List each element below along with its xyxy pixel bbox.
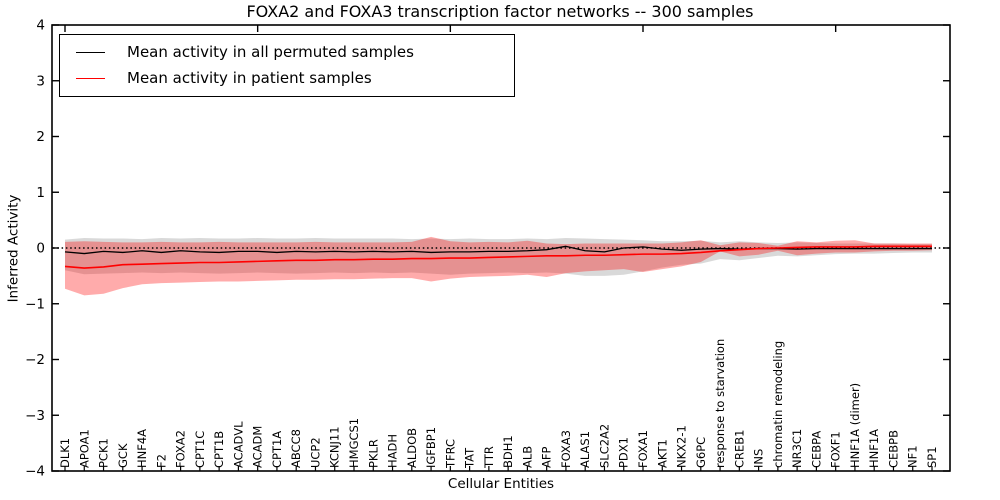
y-axis-label: Inferred Activity — [5, 194, 22, 303]
x-tick-label: PKLR — [366, 439, 380, 468]
x-tick-label: AFP — [540, 447, 554, 468]
legend-label-patient: Mean activity in patient samples — [127, 69, 372, 88]
x-tick-label: NF1 — [906, 445, 920, 468]
y-tick-label: −3 — [25, 408, 45, 424]
x-tick-label: NKX2-1 — [675, 425, 689, 468]
x-tick-label: HMGCS1 — [347, 418, 361, 468]
x-tick-label: CREB1 — [732, 430, 746, 469]
x-tick-label: UCP2 — [308, 437, 322, 468]
x-tick-label: ACADVL — [231, 421, 245, 468]
y-tick-label: −1 — [25, 296, 45, 312]
x-tick-label: INS — [752, 449, 766, 468]
legend-item-permuted: Mean activity in all permuted samples — [76, 42, 514, 61]
x-tick-label: TFRC — [443, 439, 457, 469]
permuted-mean-line — [64, 245, 932, 255]
x-tick-label: BDH1 — [501, 435, 515, 468]
y-tick-label: 2 — [36, 129, 45, 145]
x-tick-label: DLK1 — [58, 438, 72, 468]
x-tick-label: PCK1 — [97, 438, 111, 468]
patient-mean-line — [64, 245, 932, 269]
x-tick-label: FOXF1 — [829, 431, 843, 468]
y-tick-label: −2 — [25, 352, 45, 368]
x-tick-label: IGFBP1 — [424, 427, 438, 468]
x-tick-label: FOXA3 — [559, 430, 573, 468]
x-tick-label: TTR — [482, 446, 496, 469]
patient-std-band — [65, 236, 932, 296]
legend: Mean activity in all permuted samples Me… — [59, 34, 515, 97]
x-tick-label: ALAS1 — [578, 431, 592, 468]
x-tick-label: PDX1 — [617, 437, 631, 468]
x-tick-label: SP1 — [925, 446, 939, 468]
y-tick-label: 4 — [36, 18, 45, 34]
legend-label-permuted: Mean activity in all permuted samples — [127, 42, 414, 61]
x-tick-label: ALB — [520, 446, 534, 468]
x-tick-label: HNF4A — [135, 429, 149, 468]
x-tick-label: ACADM — [251, 426, 265, 468]
x-tick-label: HADH — [386, 434, 400, 468]
x-tick-label: HNF1A (dimer) — [848, 383, 862, 468]
x-tick-label: HNF1A — [867, 429, 881, 468]
x-tick-label: CEBPB — [886, 430, 900, 468]
x-tick-label: TAT — [463, 447, 477, 469]
y-tick-label: 1 — [36, 185, 45, 201]
x-tick-label: FOXA2 — [174, 430, 188, 468]
x-tick-label: CEBPA — [809, 431, 823, 468]
legend-line-permuted-icon — [76, 51, 105, 53]
x-tick-label: ALDOB — [405, 428, 419, 468]
x-tick-label: SLC2A2 — [597, 424, 611, 468]
x-tick-label: ABCC8 — [289, 429, 303, 468]
legend-line-patient-icon — [76, 78, 105, 80]
x-tick-label: NR3C1 — [790, 429, 804, 468]
x-tick-label: APOA1 — [77, 429, 91, 468]
x-tick-label: CPT1C — [193, 431, 207, 468]
x-tick-label: F2 — [154, 454, 168, 468]
chart-title: FOXA2 and FOXA3 transcription factor net… — [246, 2, 754, 21]
x-tick-label: GCK — [116, 443, 130, 468]
x-tick-label: AKT1 — [655, 439, 669, 468]
x-tick-label: KCNJ11 — [328, 426, 342, 468]
y-tick-label: 3 — [36, 73, 45, 89]
legend-item-patient: Mean activity in patient samples — [76, 71, 514, 86]
y-tick-label: −4 — [25, 464, 45, 480]
x-tick-label: FOXA1 — [636, 430, 650, 468]
y-tick-label: 0 — [36, 241, 45, 257]
x-tick-label: chromatin remodeling — [771, 341, 785, 468]
x-tick-label: G6PC — [694, 437, 708, 468]
x-tick-label: response to starvation — [713, 339, 727, 468]
x-tick-label: CPT1B — [212, 431, 226, 468]
x-axis-label: Cellular Entities — [447, 476, 555, 492]
x-tick-label: CPT1A — [270, 431, 284, 468]
